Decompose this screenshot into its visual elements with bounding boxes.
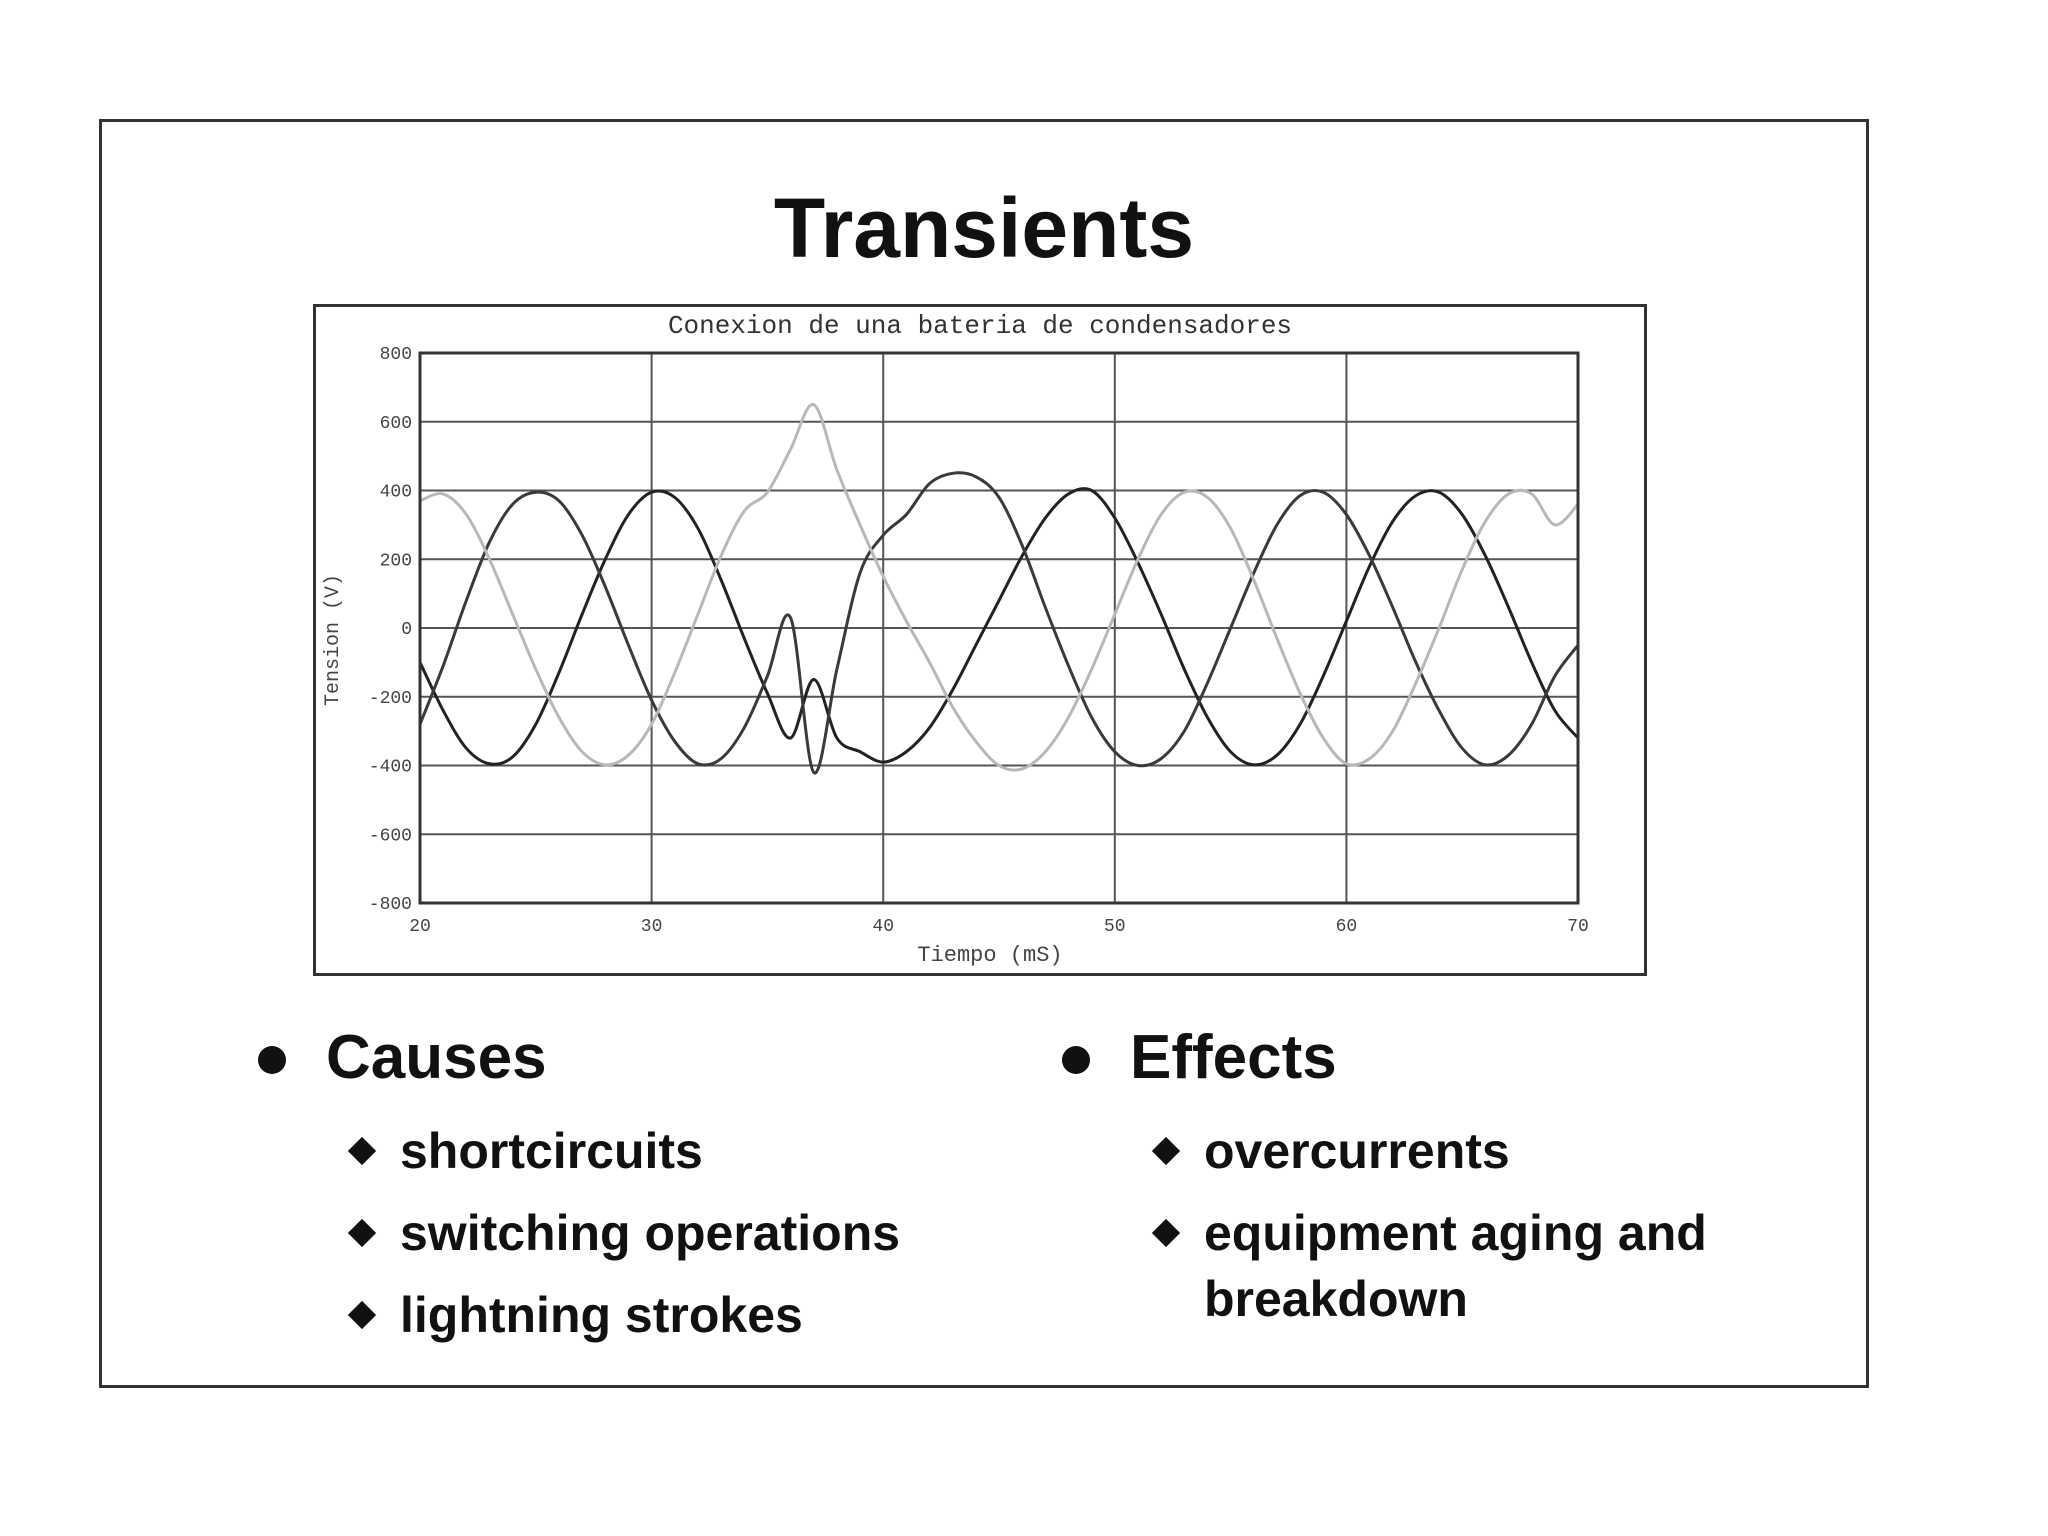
x-tick-label: 20 <box>409 917 431 937</box>
list-item: overcurrents <box>1151 1118 1724 1184</box>
chart-title: Conexion de una bateria de condensadores <box>668 311 1292 341</box>
list-item-label: lightning strokes <box>400 1287 803 1343</box>
y-tick-label: 400 <box>380 483 412 503</box>
y-tick-label: -200 <box>369 689 412 709</box>
y-tick-label: 600 <box>380 414 412 434</box>
causes-heading: Causes <box>258 1022 900 1102</box>
plot-area-border <box>418 351 1580 905</box>
y-tick-label: 200 <box>380 551 412 571</box>
list-item: shortcircuits <box>347 1118 900 1184</box>
diamond-bullet-icon <box>347 1300 377 1330</box>
series-line-3 <box>419 403 1580 772</box>
chart-y-axis-label: Tension (V) <box>322 574 345 706</box>
y-tick-label: -600 <box>369 826 412 846</box>
chart-axes: 20 30 40 50 60 70 -800 -600 -400 -200 0 200 400 600 80… <box>369 345 1589 937</box>
x-tick-label: 40 <box>872 917 894 937</box>
effects-heading-label: Effects <box>1130 1023 1337 1092</box>
chart-grid <box>419 352 1579 904</box>
bullet-dot-icon <box>258 1046 286 1074</box>
y-tick-label: -800 <box>369 895 412 915</box>
bullet-dot-icon <box>1062 1046 1090 1074</box>
chart-x-axis-label: Tiempo (mS) <box>917 943 1062 968</box>
diamond-bullet-icon <box>1151 1136 1181 1166</box>
transient-chart: 20 30 40 50 60 70 -800 -600 -400 -200 0 200 400 600 80… <box>322 311 1589 968</box>
list-item: switching operations <box>347 1200 901 1266</box>
x-tick-label: 60 <box>1336 917 1358 937</box>
causes-heading-label: Causes <box>326 1023 547 1092</box>
list-item-label: switching operations <box>400 1205 901 1261</box>
effects-list: Effects overcurrents equipment aging and… <box>1062 1022 1724 1332</box>
slide: Transients 20 30 40 50 60 70 -800 -600 -400 -200 0… <box>99 119 1869 1388</box>
chart-series <box>418 403 1580 775</box>
list-item: equipment aging and breakdown <box>1151 1200 1724 1332</box>
y-tick-label: 800 <box>380 345 412 365</box>
x-tick-label: 30 <box>641 917 663 937</box>
chart-frame: 20 30 40 50 60 70 -800 -600 -400 -200 0 200 400 600 80… <box>313 304 1647 976</box>
series-line-1 <box>418 487 1580 767</box>
list-item: lightning strokes <box>347 1282 900 1348</box>
diamond-bullet-icon <box>347 1218 377 1248</box>
y-tick-label: 0 <box>401 620 412 640</box>
list-item-label: shortcircuits <box>400 1123 703 1179</box>
series-line-2 <box>418 471 1580 775</box>
slide-title: Transients <box>773 181 1195 275</box>
causes-list: Causes shortcircuits switching operation… <box>258 1022 900 1348</box>
x-tick-label: 50 <box>1104 917 1126 937</box>
x-tick-label: 70 <box>1567 917 1589 937</box>
effects-heading: Effects <box>1062 1022 1724 1102</box>
list-item-label: equipment aging and breakdown <box>1204 1205 1707 1327</box>
diamond-bullet-icon <box>347 1136 377 1166</box>
list-item-label: overcurrents <box>1204 1123 1510 1179</box>
y-tick-label: -400 <box>369 758 412 778</box>
diamond-bullet-icon <box>1151 1218 1181 1248</box>
